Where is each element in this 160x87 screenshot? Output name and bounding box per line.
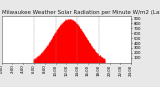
Text: Milwaukee Weather Solar Radiation per Minute W/m2 (Last 24 Hours): Milwaukee Weather Solar Radiation per Mi… — [2, 10, 160, 15]
